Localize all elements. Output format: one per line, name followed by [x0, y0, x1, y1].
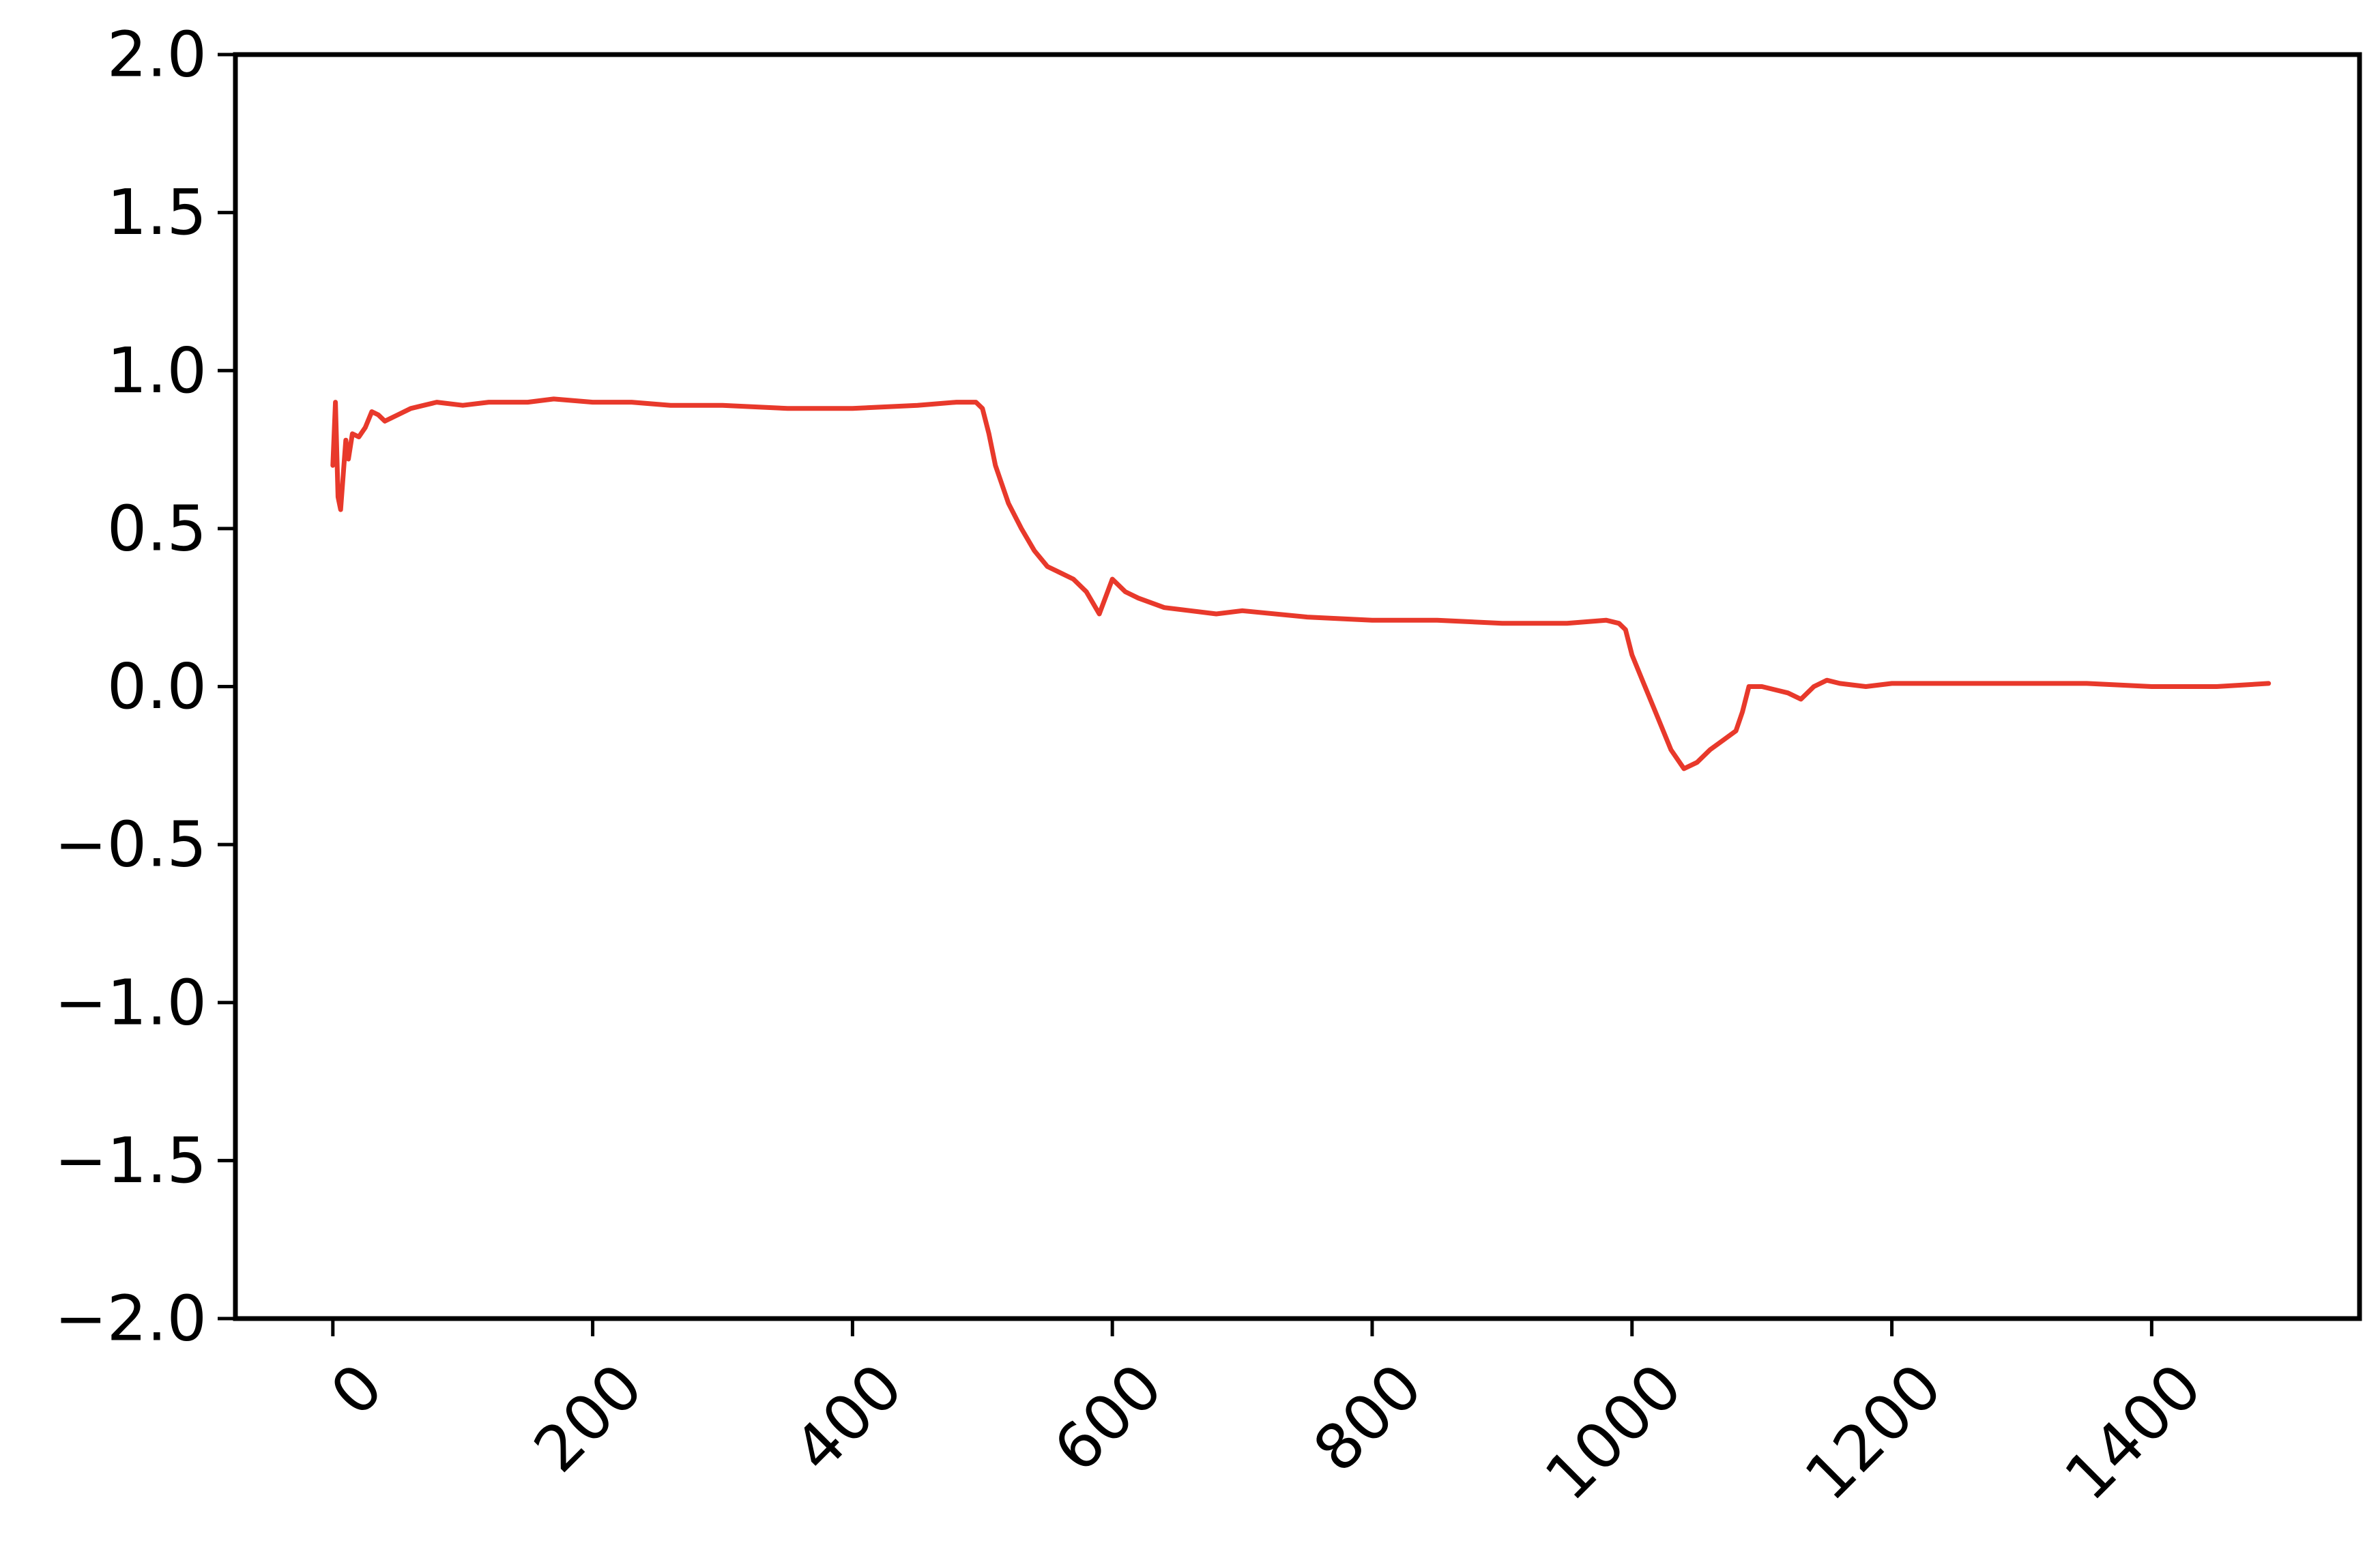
plot-frame	[233, 52, 2362, 1321]
y-tick-label: −0.5	[55, 808, 207, 881]
y-tick-label: 0.5	[107, 492, 207, 565]
y-tick-label: 2.0	[107, 18, 207, 91]
x-tick-label: 1000	[1531, 1350, 1696, 1514]
x-tick-label: 800	[1300, 1350, 1436, 1486]
y-axis: 2.0 1.5 1.0 0.5 0.0 −0.5 −1.0 −1.5 −2.0	[55, 18, 235, 1355]
y-tick-label: −2.0	[55, 1282, 207, 1355]
x-tick-label: 200	[520, 1350, 656, 1486]
series-layer	[330, 396, 2272, 771]
x-tick-label: 1400	[2051, 1350, 2216, 1514]
series-line-0	[330, 396, 2272, 771]
x-tick-label: 1200	[1791, 1350, 1956, 1514]
y-tick-label: −1.0	[55, 966, 207, 1039]
y-tick-label: 1.0	[107, 334, 207, 407]
x-tick-label: 400	[780, 1350, 916, 1486]
y-tick-label: −1.5	[55, 1124, 207, 1197]
x-tick-label: 0	[317, 1350, 396, 1430]
y-tick-label: 1.5	[107, 176, 207, 249]
y-tick-label: 0.0	[107, 650, 207, 723]
x-axis: 0 200 400 600 800 1000 1200 1400	[317, 1319, 2216, 1514]
x-tick-label: 600	[1040, 1350, 1176, 1486]
